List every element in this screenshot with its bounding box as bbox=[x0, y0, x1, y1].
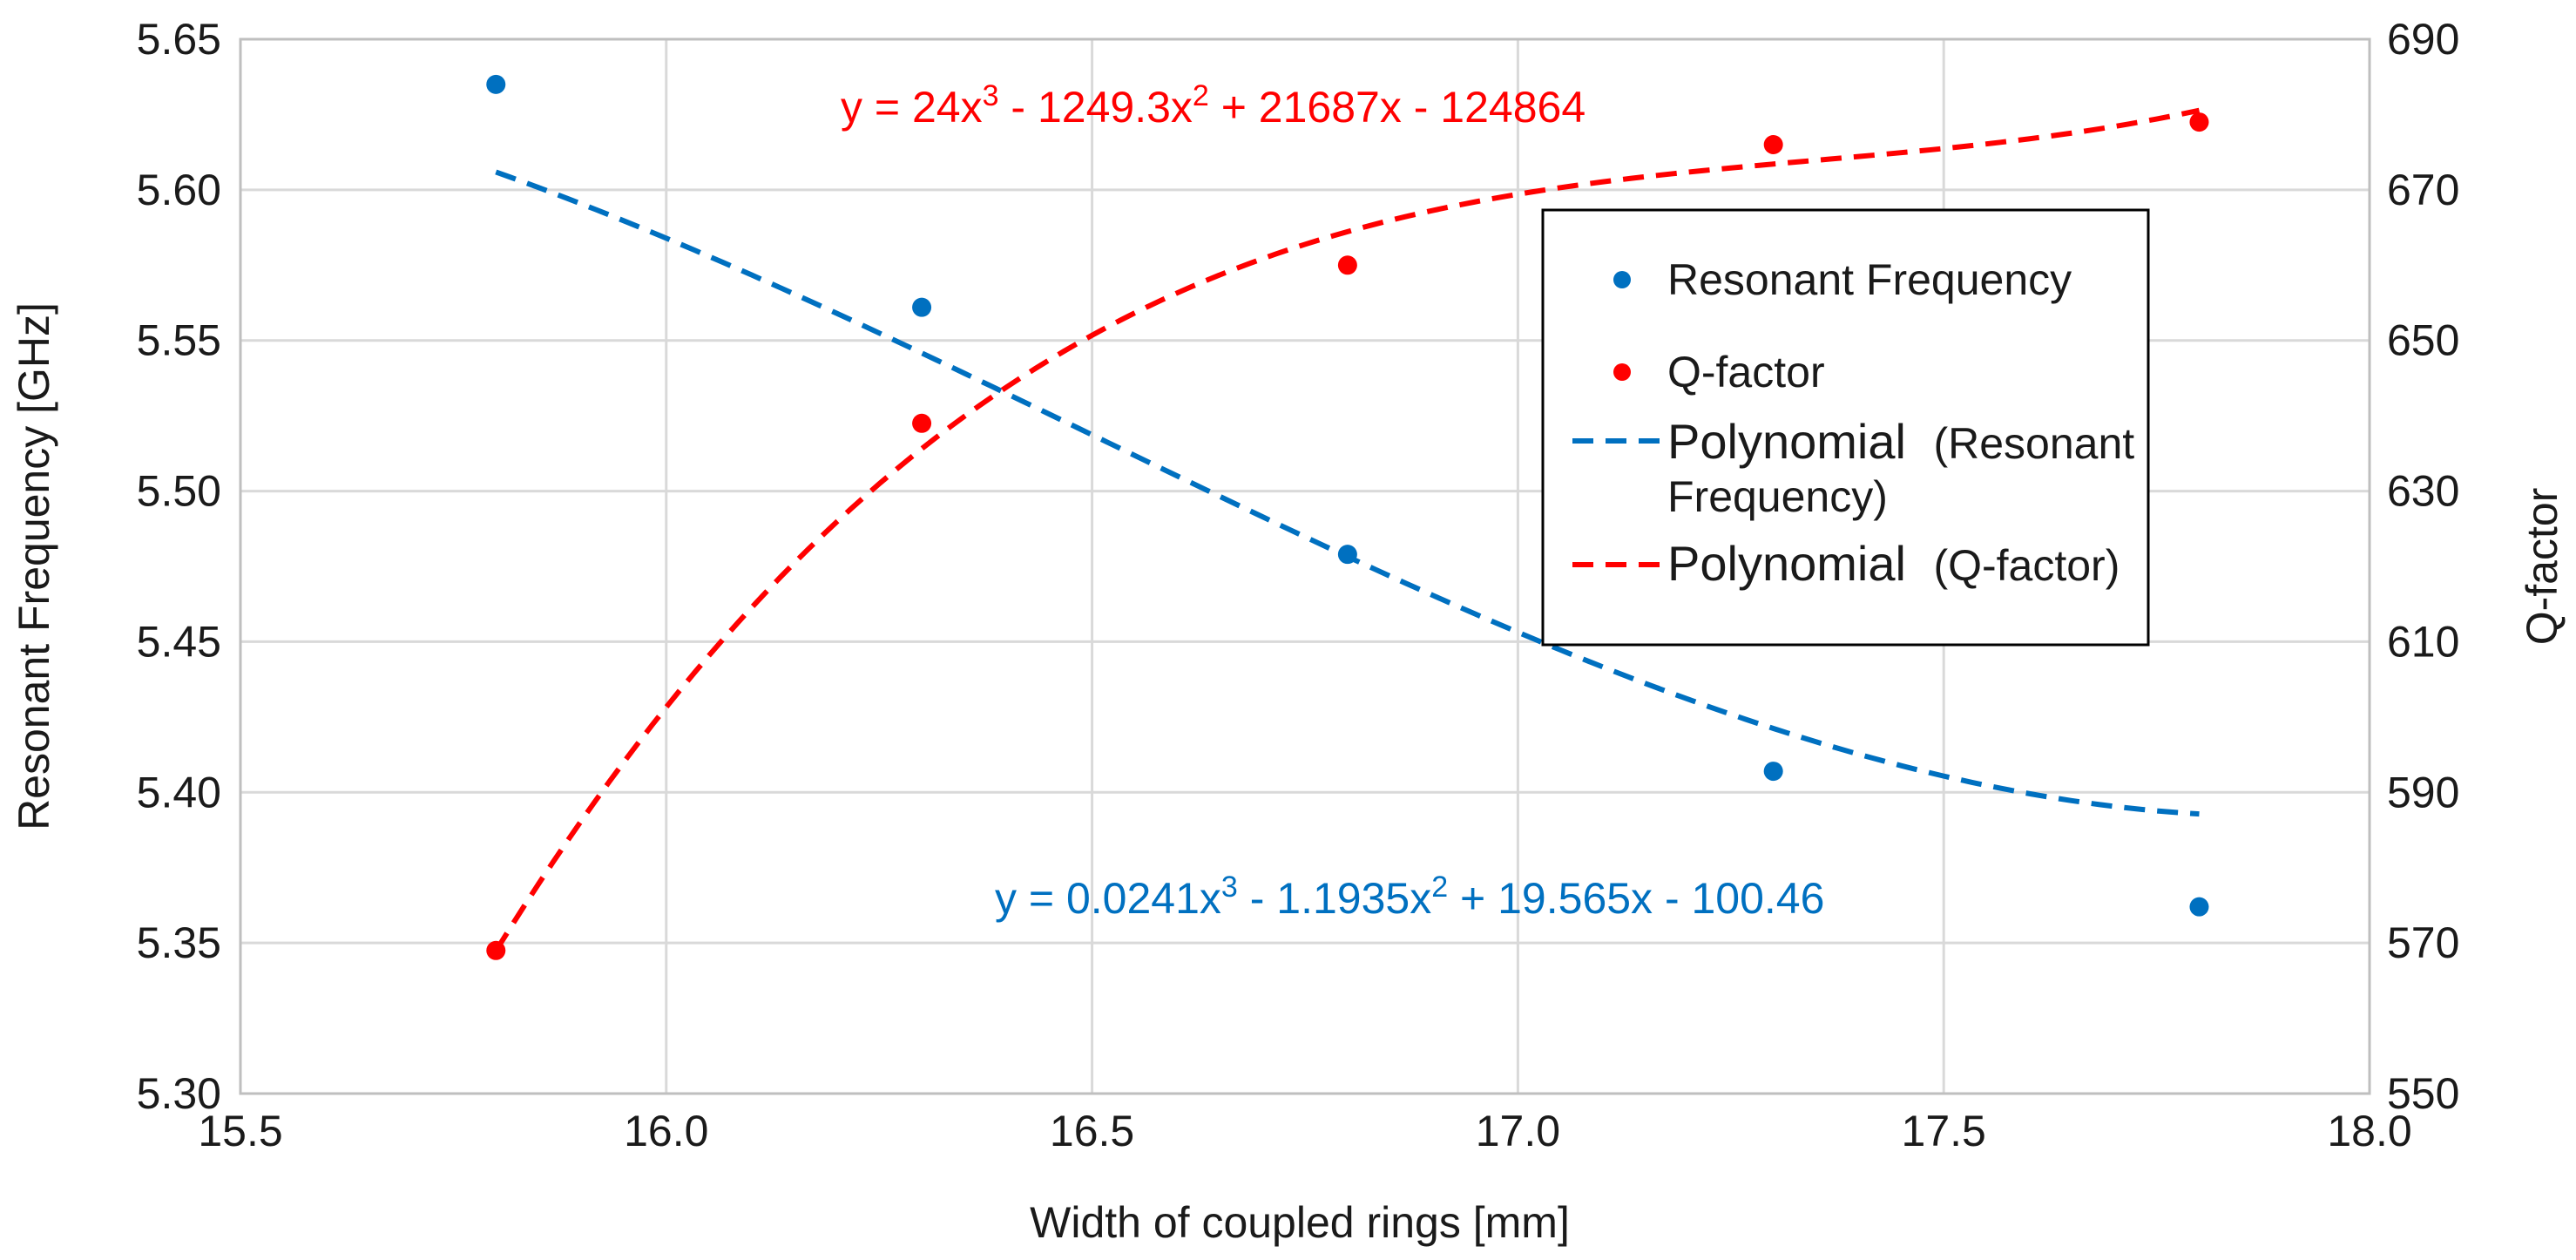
legend-label-q-factor: Q-factor bbox=[1667, 348, 1825, 396]
x-tick-label: 16.5 bbox=[1050, 1107, 1134, 1155]
y-tick-label: 5.50 bbox=[137, 467, 221, 516]
equation-segment: 2 bbox=[1193, 79, 1209, 112]
equation-segment: + 21687x - 124864 bbox=[1209, 83, 1585, 132]
y-tick-label: 5.35 bbox=[137, 918, 221, 967]
y-tick-label: 5.60 bbox=[137, 166, 221, 214]
equation-segment: 3 bbox=[1221, 870, 1238, 904]
legend-label-polynomial-rest: (Resonant bbox=[1933, 419, 2134, 468]
x-axis-title: Width of coupled rings [mm] bbox=[1030, 1198, 1570, 1247]
y2-tick-label: 610 bbox=[2387, 617, 2459, 666]
data-point-resonant-frequency bbox=[912, 297, 932, 317]
trendline-q-factor bbox=[493, 107, 2201, 952]
equation-segment: - 1.1935x bbox=[1238, 874, 1431, 923]
equation-segment: 3 bbox=[983, 79, 999, 112]
y2-tick-label: 550 bbox=[2387, 1069, 2459, 1118]
plot-area bbox=[239, 37, 2371, 1095]
legend-label-polynomial-main: Polynomial bbox=[1667, 414, 1906, 469]
equation-segment: y = 24x bbox=[841, 83, 983, 132]
legend-marker-q-factor bbox=[1613, 363, 1631, 381]
data-points bbox=[486, 74, 2209, 960]
x-tick-label: 17.5 bbox=[1902, 1107, 1986, 1155]
y-axis-title: Resonant Frequency [GHz] bbox=[10, 302, 58, 830]
resonant-frequency-trendline-equation: y = 0.0241x3 - 1.1935x2 + 19.565x - 100.… bbox=[995, 870, 1824, 923]
data-point-q-factor bbox=[912, 413, 932, 433]
equation-segment: 2 bbox=[1431, 870, 1448, 904]
y2-tick-label: 630 bbox=[2387, 467, 2459, 516]
data-point-q-factor bbox=[1763, 135, 1783, 154]
legend-label-resonant-frequency: Resonant Frequency bbox=[1667, 255, 2072, 304]
legend-label-polynomial-q-factor: Polynomial (Q-factor) bbox=[1667, 536, 2120, 591]
data-point-resonant-frequency bbox=[486, 74, 506, 94]
equation-segment: - 1249.3x bbox=[999, 83, 1193, 132]
y-tick-label: 5.40 bbox=[137, 768, 221, 816]
y-tick-label: 5.55 bbox=[137, 316, 221, 365]
y-tick-label: 5.65 bbox=[137, 15, 221, 64]
y2-axis-title: Q-factor bbox=[2518, 488, 2566, 646]
legend-label-polynomial-rest: (Q-factor) bbox=[1933, 541, 2120, 590]
legend-label-polynomial-resonant-frequency-line2: Frequency) bbox=[1667, 472, 1888, 521]
y2-tick-label: 590 bbox=[2387, 768, 2459, 816]
data-point-q-factor bbox=[486, 940, 506, 960]
data-point-resonant-frequency bbox=[1337, 545, 1357, 565]
legend-box bbox=[1541, 208, 2150, 647]
y-tick-label: 5.45 bbox=[137, 617, 221, 666]
equation-segment: y = 0.0241x bbox=[995, 874, 1221, 923]
data-point-q-factor bbox=[1337, 255, 1357, 275]
legend-label-polynomial-main: Polynomial bbox=[1667, 536, 1906, 591]
legend: Resonant Frequency Q-factor Polynomial (… bbox=[1541, 208, 2150, 647]
x-tick-label: 16.0 bbox=[624, 1107, 708, 1155]
y2-tick-label: 690 bbox=[2387, 15, 2459, 64]
x-tick-label: 17.0 bbox=[1476, 1107, 1560, 1155]
x-tick-label: 18.0 bbox=[2327, 1107, 2411, 1155]
data-point-q-factor bbox=[2189, 112, 2209, 132]
x-tick-label: 15.5 bbox=[198, 1107, 282, 1155]
y-tick-label: 5.30 bbox=[137, 1069, 221, 1118]
legend-marker-resonant-frequency bbox=[1613, 271, 1631, 288]
data-point-resonant-frequency bbox=[1763, 762, 1783, 782]
data-point-resonant-frequency bbox=[2189, 897, 2209, 917]
axis-ticks: 5.30 5.35 5.40 5.45 5.50 5.55 5.60 5.65 550 570 59… bbox=[137, 15, 2460, 1155]
y2-tick-label: 570 bbox=[2387, 918, 2459, 967]
y2-tick-label: 670 bbox=[2387, 166, 2459, 214]
y2-tick-label: 650 bbox=[2387, 316, 2459, 365]
equation-segment: + 19.565x - 100.46 bbox=[1448, 874, 1824, 923]
legend-label-polynomial-resonant-frequency: Polynomial (Resonant bbox=[1667, 414, 2134, 469]
q-factor-trendline-equation: y = 24x3 - 1249.3x2 + 21687x - 124864 bbox=[841, 79, 1585, 132]
